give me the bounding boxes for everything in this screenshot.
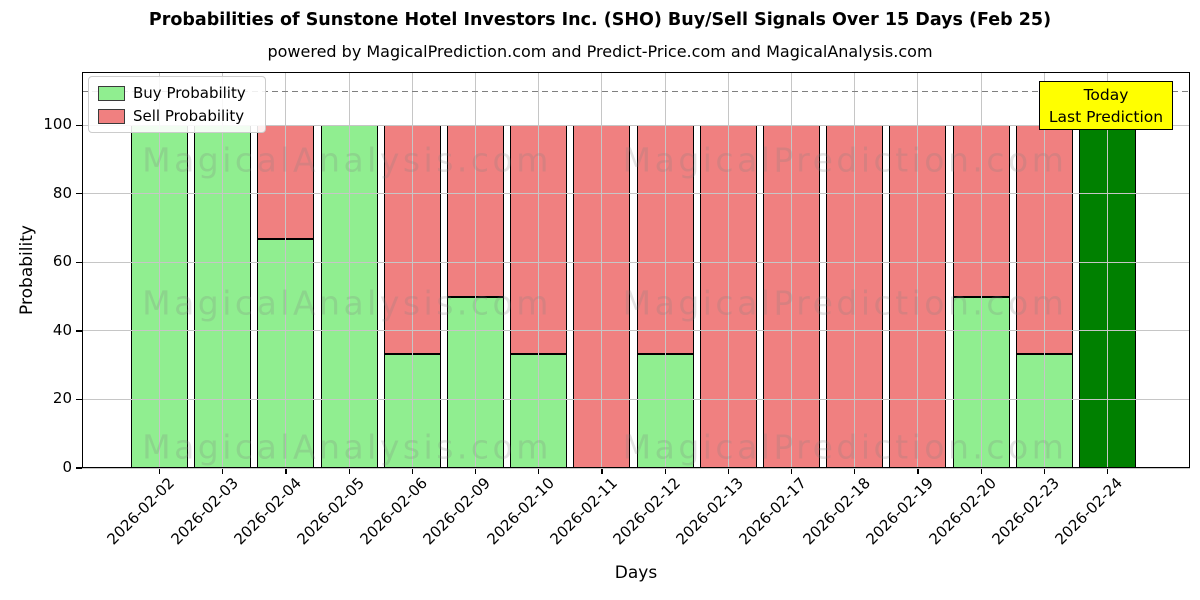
- x-tick-mark: [727, 468, 729, 474]
- y-tick-mark: [76, 330, 82, 332]
- gridline-horizontal: [82, 261, 1190, 263]
- x-tick-label: 2026-02-19: [862, 474, 937, 549]
- x-tick-mark: [601, 468, 603, 474]
- x-tick-label: 2026-02-03: [167, 474, 242, 549]
- y-tick-mark: [76, 398, 82, 401]
- gridline-vertical: [854, 72, 856, 468]
- y-tick-mark: [76, 124, 82, 126]
- x-tick-mark: [411, 468, 413, 474]
- y-tick-mark: [76, 261, 82, 263]
- legend-item-buy: Buy Probability: [98, 84, 256, 102]
- gridline-vertical: [159, 72, 160, 468]
- x-tick-mark: [158, 468, 161, 474]
- legend-label-sell: Sell Probability: [133, 107, 245, 125]
- x-tick-mark: [222, 468, 224, 474]
- gridline-vertical: [1043, 72, 1045, 468]
- grid-layer: [82, 72, 1190, 469]
- legend-label-buy: Buy Probability: [133, 84, 246, 102]
- y-tick-label: 0: [62, 458, 72, 476]
- x-tick-label: 2026-02-02: [103, 474, 179, 549]
- x-tick-label: 2026-02-17: [735, 474, 811, 549]
- x-tick-label: 2026-02-18: [799, 474, 874, 549]
- today-annotation: Today Last Prediction: [1039, 81, 1173, 130]
- gridline-horizontal: [82, 467, 1190, 469]
- gridline-vertical: [917, 72, 919, 468]
- gridline-vertical: [727, 72, 729, 468]
- y-tick-label: 80: [52, 183, 72, 202]
- x-tick-mark: [854, 468, 856, 474]
- x-tick-label: 2026-02-24: [1051, 474, 1127, 549]
- legend: Buy Probability Sell Probability: [88, 76, 266, 133]
- x-tick-label: 2026-02-10: [483, 474, 558, 549]
- x-tick-mark: [285, 468, 287, 474]
- x-tick-label: 2026-02-05: [293, 474, 368, 549]
- x-tick-label: 2026-02-13: [672, 474, 748, 549]
- x-tick-mark: [664, 468, 666, 474]
- gridline-vertical: [601, 72, 603, 468]
- y-tick-mark: [76, 193, 82, 195]
- x-tick-label: 2026-02-20: [925, 474, 1000, 549]
- annotation-line-2: Last Prediction: [1048, 108, 1164, 126]
- gridline-vertical: [1107, 72, 1108, 468]
- gridline-vertical: [411, 72, 413, 468]
- x-axis-label: Days: [614, 563, 658, 583]
- gridline-vertical: [664, 72, 666, 468]
- y-tick-label: 100: [43, 115, 72, 134]
- x-tick-label: 2026-02-06: [356, 474, 432, 549]
- y-tick-label: 60: [52, 252, 72, 271]
- x-tick-mark: [1043, 468, 1045, 474]
- gridline-horizontal: [82, 330, 1190, 332]
- threshold-dashed-line: [82, 90, 1190, 93]
- y-tick-label: 40: [52, 320, 72, 339]
- x-tick-label: 2026-02-11: [546, 474, 621, 549]
- gridline-horizontal: [82, 124, 1190, 126]
- annotation-line-1: Today: [1083, 86, 1129, 104]
- x-tick-mark: [790, 468, 793, 474]
- gridline-vertical: [222, 72, 224, 468]
- x-tick-mark: [980, 468, 982, 474]
- x-tick-mark: [1106, 468, 1109, 474]
- x-tick-mark: [474, 468, 477, 474]
- gridline-vertical: [348, 72, 350, 468]
- y-tick-mark: [76, 467, 82, 469]
- gridline-vertical: [791, 72, 792, 468]
- plot-area: MagicalAnalysis.com MagicalPrediction.com…: [82, 72, 1190, 469]
- sell-color-swatch: [98, 108, 125, 124]
- x-tick-mark: [917, 468, 919, 474]
- gridline-vertical: [980, 72, 982, 468]
- gridline-vertical: [285, 72, 287, 468]
- buy-color-swatch: [98, 85, 125, 101]
- x-tick-mark: [538, 468, 540, 474]
- x-tick-label: 2026-02-23: [988, 474, 1064, 549]
- chart-subtitle: powered by MagicalPrediction.com and Pre…: [267, 42, 933, 61]
- gridline-vertical: [475, 72, 476, 468]
- x-tick-mark: [348, 468, 350, 474]
- x-tick-label: 2026-02-04: [230, 474, 305, 549]
- gridline-vertical: [538, 72, 540, 468]
- legend-item-sell: Sell Probability: [98, 107, 256, 125]
- gridline-horizontal: [82, 193, 1190, 195]
- gridline-horizontal: [82, 398, 1190, 400]
- y-tick-label: 20: [52, 389, 72, 408]
- chart-title: Probabilities of Sunstone Hotel Investor…: [148, 10, 1052, 30]
- x-tick-label: 2026-02-09: [419, 474, 495, 549]
- x-tick-label: 2026-02-12: [609, 474, 684, 549]
